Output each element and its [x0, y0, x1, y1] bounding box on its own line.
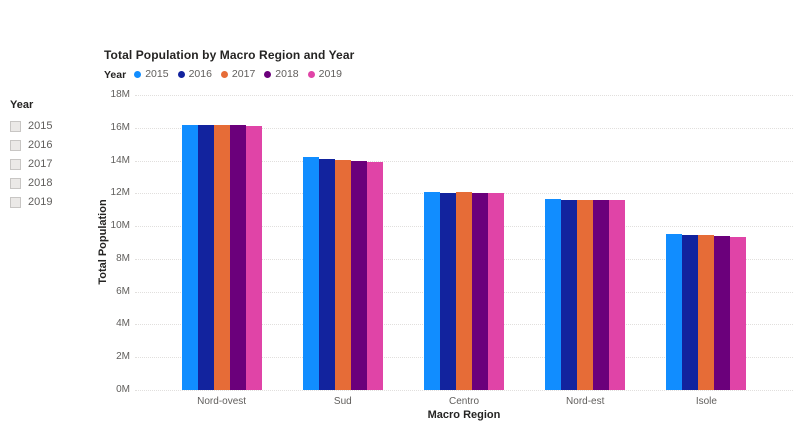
- y-tick-label: 4M: [116, 318, 130, 330]
- bar-Sud-2015[interactable]: [302, 157, 319, 390]
- legend-item-label: 2016: [188, 68, 212, 81]
- gridline-0M: [135, 390, 793, 391]
- slicer-option-label[interactable]: 2018: [28, 177, 53, 189]
- legend-item-2015[interactable]: 2015: [134, 68, 169, 81]
- bar-Centro-2016[interactable]: [440, 192, 456, 390]
- y-tick-label: 2M: [116, 351, 130, 363]
- bar-Nord-est-2019[interactable]: [609, 199, 626, 390]
- checkbox-icon[interactable]: [10, 197, 21, 208]
- y-tick-label: 14M: [110, 154, 130, 166]
- slicer-option-2015[interactable]: 2015: [10, 117, 90, 136]
- bar-Centro-2018[interactable]: [472, 192, 488, 390]
- slicer-option-label[interactable]: 2016: [28, 139, 53, 151]
- gridline-16M: [135, 127, 793, 129]
- slicer-option-2018[interactable]: 2018: [10, 174, 90, 193]
- chart-legend: Year 2015 2016 2017 2018 2019: [104, 68, 351, 81]
- slicer-option-label[interactable]: 2019: [28, 196, 53, 208]
- bar-Centro-2019[interactable]: [488, 193, 504, 390]
- checkbox-icon[interactable]: [10, 178, 21, 189]
- slicer-items: 2015 2016 2017 2018 2019: [10, 117, 90, 212]
- x-category-label-Isole: Isole: [695, 396, 717, 407]
- y-tick-label: 16M: [110, 121, 130, 133]
- legend-color-dot: [134, 71, 142, 78]
- bar-Sud-2017[interactable]: [334, 159, 351, 390]
- x-axis-title: Macro Region: [427, 409, 501, 421]
- legend-color-dot: [264, 71, 272, 78]
- legend-item-2017[interactable]: 2017: [220, 68, 256, 81]
- bar-Nord-ovest-2018[interactable]: [229, 125, 246, 390]
- bar-Sud-2019[interactable]: [366, 162, 383, 390]
- slicer-option-label[interactable]: 2015: [28, 120, 53, 132]
- bar-Nord-ovest-2017[interactable]: [213, 125, 230, 390]
- bar-Isole-2019[interactable]: [730, 236, 747, 390]
- legend-item-label: 2019: [318, 68, 342, 81]
- legend-item-label: 2018: [275, 68, 299, 81]
- chart-title: Total Population by Macro Region and Yea…: [104, 48, 355, 62]
- bar-Isole-2018[interactable]: [714, 235, 731, 390]
- bar-Nord-ovest-2016[interactable]: [197, 125, 214, 390]
- y-tick-label: 0M: [116, 384, 130, 395]
- bar-Nord-est-2015[interactable]: [545, 199, 562, 390]
- legend-item-2019[interactable]: 2019: [307, 68, 342, 81]
- legend-item-label: 2015: [145, 68, 169, 81]
- bar-group-Sud: [282, 95, 403, 390]
- y-tick-label: 10M: [110, 220, 130, 232]
- checkbox-icon[interactable]: [10, 159, 21, 170]
- x-axis-category-labels: Nord-ovest Sud Centro Nord-est Isole: [135, 396, 793, 407]
- bar-Isole-2015[interactable]: [666, 234, 683, 390]
- legend-items: 2015 2016 2017 2018 2019: [134, 69, 351, 80]
- bar-Nord-est-2016[interactable]: [561, 199, 578, 390]
- bar-Sud-2016[interactable]: [318, 158, 335, 390]
- legend-color-dot: [220, 71, 228, 78]
- slicer-option-2016[interactable]: 2016: [10, 136, 90, 155]
- plot-area: [135, 95, 793, 391]
- y-tick-label: 12M: [110, 187, 130, 199]
- x-category-label-Nord-ovest: Nord-ovest: [197, 396, 247, 407]
- bar-Nord-ovest-2015[interactable]: [181, 124, 198, 390]
- slicer-title: Year: [10, 99, 34, 111]
- bar-group-Nord-ovest: [161, 95, 282, 390]
- legend-color-dot: [177, 71, 185, 78]
- slicer-option-2019[interactable]: 2019: [10, 193, 90, 212]
- gridline-14M: [135, 160, 793, 162]
- y-tick-label: 8M: [116, 252, 130, 264]
- bar-group-Nord-est: [525, 95, 646, 390]
- year-slicer: Year 2015 2016 2017 2018 2019: [10, 99, 90, 212]
- legend-item-2016[interactable]: 2016: [177, 68, 212, 81]
- slicer-option-2017[interactable]: 2017: [10, 155, 90, 174]
- bar-group-Centro: [403, 95, 524, 390]
- x-category-label-Centro: Centro: [449, 396, 480, 407]
- x-category-label-Nord-est: Nord-est: [566, 396, 605, 407]
- bar-group-Isole: [646, 95, 767, 390]
- bar-Nord-est-2018[interactable]: [593, 199, 610, 390]
- slicer-option-label[interactable]: 2017: [28, 158, 53, 170]
- x-category-label-Sud: Sud: [333, 396, 352, 407]
- y-axis-title: Total Population: [97, 199, 109, 285]
- legend-item-label: 2017: [231, 68, 256, 81]
- checkbox-icon[interactable]: [10, 140, 21, 151]
- bar-Nord-est-2017[interactable]: [577, 199, 594, 390]
- bar-Centro-2017[interactable]: [456, 191, 472, 390]
- y-tick-label: 6M: [116, 285, 130, 297]
- legend-color-dot: [307, 71, 315, 78]
- legend-title: Year: [104, 68, 127, 81]
- bar-Centro-2015[interactable]: [424, 191, 440, 390]
- gridline-18M: [135, 95, 793, 96]
- bar-Isole-2016[interactable]: [682, 235, 699, 390]
- y-tick-label: 18M: [110, 89, 130, 100]
- bar-Sud-2018[interactable]: [350, 160, 367, 390]
- checkbox-icon[interactable]: [10, 121, 21, 132]
- bar-Isole-2017[interactable]: [698, 235, 715, 390]
- bars-container: [135, 95, 793, 390]
- legend-item-2018[interactable]: 2018: [264, 68, 299, 81]
- bar-Nord-ovest-2019[interactable]: [245, 126, 262, 390]
